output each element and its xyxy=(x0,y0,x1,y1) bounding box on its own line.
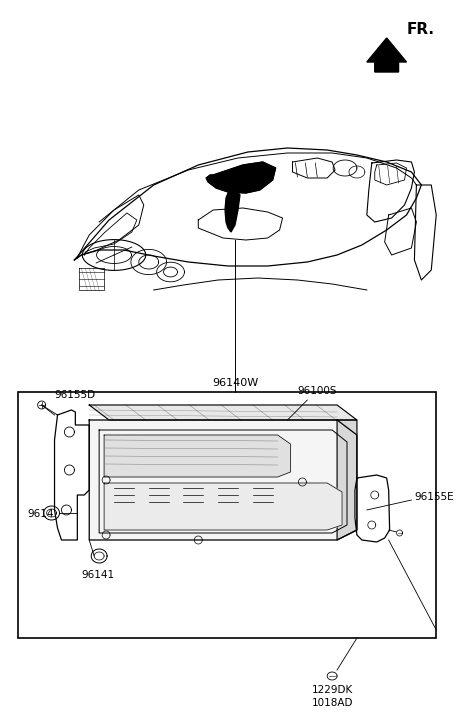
Polygon shape xyxy=(225,190,239,232)
Polygon shape xyxy=(104,483,341,530)
Text: 1229DK: 1229DK xyxy=(311,685,352,695)
Polygon shape xyxy=(354,475,389,542)
Text: 96141: 96141 xyxy=(28,509,61,519)
Polygon shape xyxy=(104,435,290,477)
Polygon shape xyxy=(206,162,275,193)
Bar xyxy=(18,392,435,638)
Polygon shape xyxy=(89,405,356,420)
Text: 1018AD: 1018AD xyxy=(311,698,352,708)
Text: 96100S: 96100S xyxy=(297,386,336,396)
Text: 96155E: 96155E xyxy=(413,492,453,502)
Polygon shape xyxy=(89,420,356,540)
Text: 96141: 96141 xyxy=(81,570,114,580)
Text: FR.: FR. xyxy=(406,22,433,37)
Polygon shape xyxy=(366,38,406,72)
Polygon shape xyxy=(336,420,356,540)
Polygon shape xyxy=(55,410,89,540)
Text: 96155D: 96155D xyxy=(55,390,95,400)
Text: 96140W: 96140W xyxy=(212,378,257,388)
